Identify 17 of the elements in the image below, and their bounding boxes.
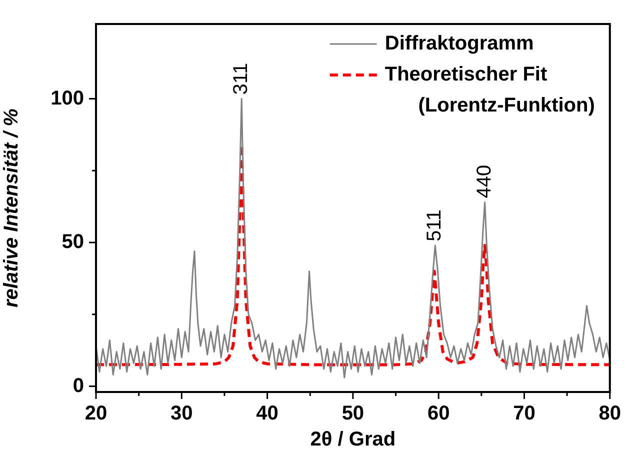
x-tick-label: 80: [598, 402, 621, 425]
y-axis-title: relative Intensität / %: [0, 108, 23, 308]
x-tick-label: 50: [342, 402, 364, 425]
y-tick-label: 50: [62, 231, 84, 254]
x-tick-label: 70: [513, 402, 536, 425]
x-tick-label: 20: [84, 402, 108, 425]
annotation: 311: [230, 62, 252, 95]
x-tick-label: 40: [256, 402, 278, 425]
y-tick-label: 100: [50, 87, 84, 110]
legend-label: Theoretischer Fit (Lorentz-Funktion): [384, 64, 595, 117]
x-tick-label: 60: [427, 402, 450, 425]
y-tick-label: 0: [72, 374, 84, 397]
legend-label: Diffraktogramm: [384, 32, 534, 55]
annotation: 511: [424, 209, 446, 242]
x-axis-title: 2θ / Grad: [310, 428, 396, 451]
annotation: 440: [473, 164, 496, 198]
x-tick-label: 30: [170, 402, 193, 425]
